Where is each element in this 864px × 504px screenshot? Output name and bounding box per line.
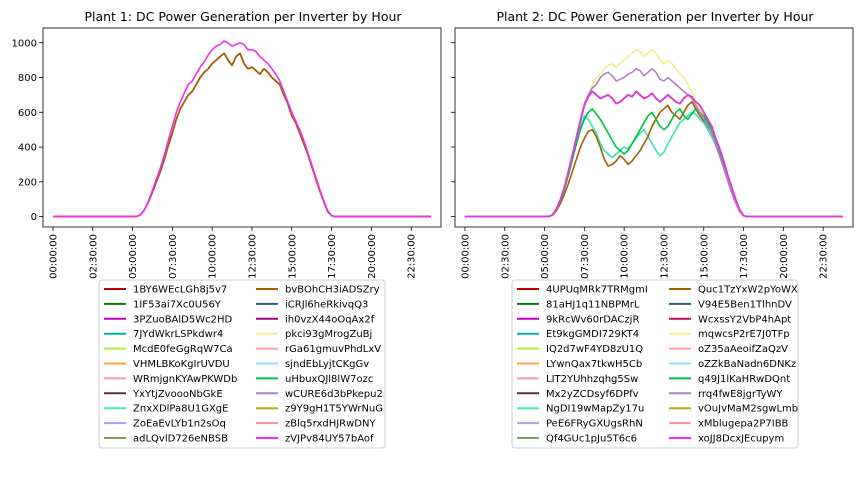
legend-label: pkci93gMrogZuBj: [285, 329, 372, 340]
legend-label: Mx2yZCDsyf6DPfv: [546, 389, 639, 400]
legend-label: YxYtjZvoooNbGkE: [132, 389, 223, 400]
series-line-Quc1TzYxW2pYoWX: [464, 101, 843, 218]
series-line-LYwnQax7tkwH5Cb: [464, 111, 843, 218]
x-tick-label: 17:30:00: [739, 234, 750, 279]
legend-label: mqwcsP2rE7J0TFp: [698, 329, 790, 340]
x-tick-label: 15:00:00: [287, 234, 298, 279]
legend-label: WRmjgnKYAwPKWDb: [133, 374, 237, 385]
x-tick-label: 10:00:00: [620, 234, 631, 279]
legend-label: oZ35aAeoifZaQzV: [698, 344, 788, 355]
plant-1-legend: 1BY6WEcLGh8j5v7 1IF53ai7Xc0U56Y 3PZuoBAlD5…: [98, 279, 386, 449]
series-line-mqwcsP2rE7J0TFp: [464, 48, 843, 218]
legend-label: 3PZuoBAlD5Wc2HD: [133, 314, 233, 325]
legend-label: WcxssY2VbP4hApt: [698, 314, 791, 325]
legend-label: oZZkBaNadn6DNKz: [698, 359, 796, 370]
legend-label: LYwnQax7tkwH5Cb: [546, 359, 642, 370]
x-tick-label: 12:30:00: [247, 234, 258, 279]
y-tick-label: 1000: [12, 38, 37, 49]
x-tick-label: 05:00:00: [128, 234, 139, 279]
x-tick-label: 00:00:00: [460, 234, 471, 279]
plant-2-x-axis: 00:00:00 02:30:00 05:00:00 07:30:00 10:00:00…: [460, 227, 830, 279]
legend-frame: [98, 279, 386, 449]
x-tick-label: 00:00:00: [48, 234, 59, 279]
legend-label: Qf4GUc1pJu5T6c6: [546, 434, 637, 445]
legend-label: q49J1lKaHRwDQnt: [698, 374, 790, 385]
legend-label: VHMLBKoKgIrUVDU: [133, 359, 230, 370]
x-tick-label: 07:30:00: [168, 234, 179, 279]
legend-label: LIT2YUhhzqhg5Sw: [546, 374, 638, 385]
legend-label: uHbuxQJl8lW7ozc: [285, 374, 373, 385]
x-tick-label: 17:30:00: [327, 234, 338, 279]
series-line-1BY6WEcLGh8j5v7: [53, 52, 432, 218]
series-line-NgDI19wMapZy17u: [464, 111, 843, 218]
plant-1-lines: [53, 40, 432, 218]
plant-1-title: Plant 1: DC Power Generation per Inverte…: [84, 9, 402, 24]
legend-label: 1IF53ai7Xc0U56Y: [133, 299, 222, 310]
legend-label: vOuJvMaM2sgwLmb: [698, 404, 798, 415]
plant-2-legend: 4UPUqMRk7TRMgmI 81aHJ1q11NBPMrL 9kRcWv60rD…: [511, 279, 799, 449]
legend-label: V94E5Ben1TlhnDV: [698, 299, 792, 310]
plant-1-axes-frame: [42, 27, 442, 228]
series-line-q49J1lKaHRwDQnt: [464, 108, 843, 218]
legend-label: adLQvlD726eNBSB: [133, 434, 228, 445]
x-tick-label: 12:30:00: [659, 234, 670, 279]
series-line-bvBOhCH3iADSZry: [53, 52, 432, 218]
legend-label: 9kRcWv60rDACzjR: [546, 314, 639, 325]
x-tick-label: 20:00:00: [779, 234, 790, 279]
x-tick-label: 22:30:00: [407, 234, 418, 279]
legend-label: wCURE6d3bPkepu2: [285, 389, 383, 400]
legend-label: 7JYdWkrLSPkdwr4: [133, 329, 223, 340]
series-line-rrq4fwE8jgrTyWY: [464, 68, 843, 218]
series-line-zVJPv84UY57bAof: [53, 40, 432, 218]
legend-label: ih0vzX44oOqAx2f: [285, 314, 375, 325]
legend-label: ZoEaEvLYb1n2sOq: [133, 419, 226, 430]
legend-label: zBlq5rxdHJRwDNY: [285, 419, 376, 430]
x-tick-label: 05:00:00: [540, 234, 551, 279]
legend-label: Quc1TzYxW2pYoWX: [698, 285, 798, 296]
legend-label: sjndEbLyjtCKgGv: [285, 359, 369, 370]
series-line-4UPUqMRk7TRMgmI: [464, 90, 843, 218]
x-tick-label: 20:00:00: [367, 234, 378, 279]
legend-label: McdE0feGgRqW7Ca: [133, 344, 233, 355]
plant-2-panel: Plant 2: DC Power Generation per Inverte…: [451, 9, 854, 449]
y-tick-label: 600: [18, 108, 37, 119]
legend-label: xMblugepa2P7IBB: [698, 419, 789, 430]
x-tick-label: 22:30:00: [819, 234, 830, 279]
legend-label: 1BY6WEcLGh8j5v7: [133, 285, 227, 296]
legend-label: xoJJ8DcxJEcupym: [698, 434, 784, 445]
y-tick-label: 400: [18, 143, 37, 154]
plant-2-lines: [464, 48, 843, 218]
legend-label: rrq4fwE8jgrTyWY: [698, 389, 783, 400]
x-tick-label: 07:30:00: [580, 234, 591, 279]
x-tick-label: 10:00:00: [208, 234, 219, 279]
plant-1-panel: Plant 1: DC Power Generation per Inverte…: [12, 9, 442, 449]
legend-label: ZnxXDlPa8U1GXgE: [133, 404, 228, 415]
legend-label: IQ2d7wF4YD8zU1Q: [546, 344, 643, 355]
legend-label: iCRJl6heRkivqQ3: [285, 299, 368, 310]
legend-frame: [511, 279, 799, 449]
legend-label: bvBOhCH3iADSZry: [285, 285, 380, 296]
plant-2-y-axis: [451, 42, 455, 217]
x-tick-label: 02:30:00: [88, 234, 99, 279]
series-line-81aHJ1q11NBPMrL: [464, 90, 843, 218]
legend-label: NgDI19wMapZy17u: [546, 404, 644, 415]
y-tick-label: 800: [18, 73, 37, 84]
plant-1-y-axis: 0 200 400 600 800 1000: [12, 38, 43, 223]
x-tick-label: 02:30:00: [500, 234, 511, 279]
plant-2-axes-frame: [454, 27, 854, 228]
x-tick-label: 15:00:00: [699, 234, 710, 279]
y-tick-label: 0: [31, 212, 37, 223]
y-tick-label: 200: [18, 177, 37, 188]
plant-1-x-axis: 00:00:00 02:30:00 05:00:00 07:30:00 10:00:00…: [48, 227, 418, 279]
legend-label: 4UPUqMRk7TRMgmI: [546, 285, 648, 296]
legend-label: PeE6FRyGXUgsRhN: [546, 419, 643, 430]
legend-label: zVJPv84UY57bAof: [285, 434, 374, 445]
legend-label: rGa61gmuvPhdLxV: [285, 344, 381, 355]
series-line-xoJJ8DcxJEcupym: [464, 90, 843, 218]
plant-2-title: Plant 2: DC Power Generation per Inverte…: [496, 9, 814, 24]
legend-label: 81aHJ1q11NBPMrL: [546, 299, 640, 310]
legend-label: Et9kgGMDI729KT4: [546, 329, 639, 340]
legend-label: z9Y9gH1T5YWrNuG: [285, 404, 383, 415]
